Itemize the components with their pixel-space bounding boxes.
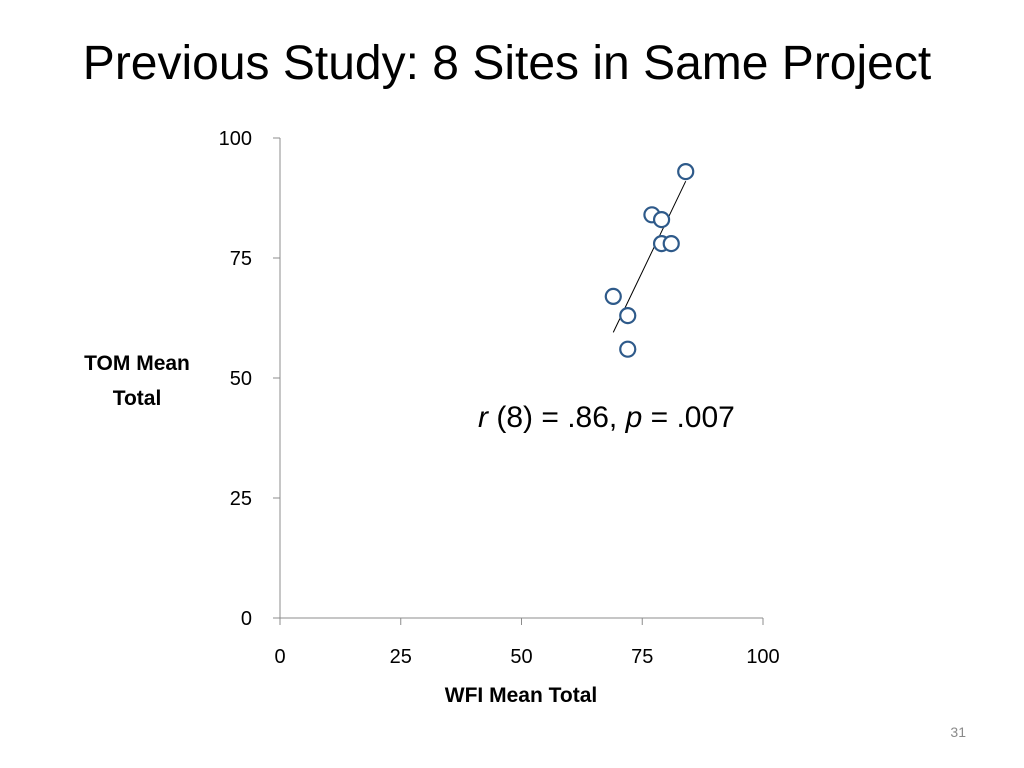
correlation-annotation: r (8) = .86, p = .007 xyxy=(478,401,735,434)
x-tick-label: 50 xyxy=(510,646,532,668)
y-tick-label: 75 xyxy=(230,248,252,270)
slide-number: 31 xyxy=(950,724,966,740)
annotation-r: r xyxy=(478,401,489,434)
trendline xyxy=(612,180,687,333)
x-axis-title: WFI Mean Total xyxy=(445,684,597,707)
x-tick-label: 25 xyxy=(390,646,412,668)
y-axis-title-line-1: TOM Mean xyxy=(84,352,190,375)
data-point xyxy=(662,235,680,253)
slide-title: Previous Study: 8 Sites in Same Project xyxy=(82,37,932,90)
data-points xyxy=(604,163,695,358)
y-tick-label: 25 xyxy=(230,488,252,510)
data-point xyxy=(652,211,671,229)
y-axis-title-line-2: Total xyxy=(113,387,162,410)
y-tick-label: 50 xyxy=(230,368,252,390)
x-tick-label: 0 xyxy=(274,646,285,668)
y-tick-label: 0 xyxy=(241,608,252,630)
annotation-end: = .007 xyxy=(642,401,735,434)
data-point xyxy=(677,163,695,181)
data-point xyxy=(619,307,637,325)
y-tick-label: 100 xyxy=(219,128,252,150)
x-tick-label: 75 xyxy=(631,646,653,668)
x-tick-label: 100 xyxy=(746,646,779,668)
data-point xyxy=(619,340,637,358)
annotation-p: p xyxy=(625,401,643,434)
annotation-middle: (8) = .86, xyxy=(488,401,626,434)
chart-axes: 0 25 50 75 100 0 25 50 75 100 xyxy=(219,128,780,668)
data-point xyxy=(604,287,622,305)
trendline-group xyxy=(612,180,687,333)
